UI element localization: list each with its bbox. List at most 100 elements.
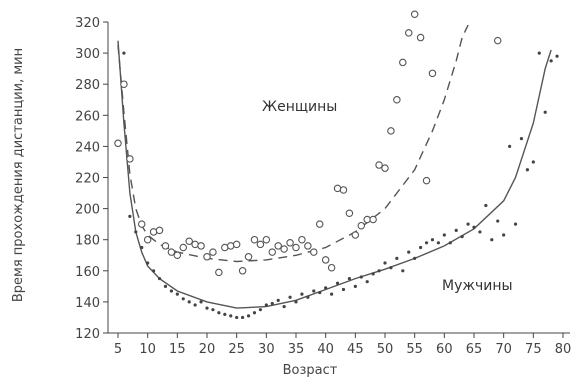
women-data-point <box>244 253 253 261</box>
men-data-point <box>217 311 221 315</box>
men-data-point <box>419 245 423 250</box>
men-data-point <box>193 303 197 307</box>
y-tick-label: 160 <box>75 265 100 280</box>
women-trend-curve <box>117 24 469 263</box>
women-data-point <box>292 243 300 252</box>
men-data-point <box>502 233 506 237</box>
men-data-point <box>335 281 340 285</box>
women-data-point <box>137 220 146 228</box>
y-tick-label: 200 <box>75 203 100 218</box>
men-data-point <box>140 245 144 250</box>
men-data-point <box>152 269 156 273</box>
women-data-point <box>126 155 134 163</box>
men-data-point <box>264 303 268 307</box>
x-tick-label: 35 <box>288 342 305 357</box>
women-data-point <box>321 256 330 264</box>
x-tick-label: 50 <box>377 342 394 357</box>
y-axis-title: Время прохождения дистанции, мин <box>11 48 26 302</box>
men-data-point <box>448 241 452 245</box>
women-data-point <box>232 240 241 249</box>
men-data-point <box>341 287 346 292</box>
women-data-point <box>422 176 431 185</box>
men-data-point <box>484 203 488 208</box>
men-data-point <box>312 289 316 293</box>
women-data-point <box>310 248 318 256</box>
men-data-point <box>555 54 559 58</box>
series-label-women: Женщины <box>262 99 337 115</box>
men-data-point <box>472 225 476 229</box>
series-label-men: Мужчины <box>442 278 513 294</box>
x-tick-label: 45 <box>347 342 364 357</box>
women-data-point <box>416 33 425 42</box>
y-ticks: 120 140 160 180 200 220 240 260 280 300 320 <box>75 16 108 342</box>
women-data-point <box>191 240 199 249</box>
men-data-point <box>169 289 173 293</box>
x-tick-label: 60 <box>436 342 453 357</box>
y-tick-label: 140 <box>75 296 100 311</box>
women-data-point <box>120 80 128 88</box>
y-tick-label: 300 <box>75 47 100 62</box>
men-data-point <box>513 222 518 226</box>
men-data-point <box>134 230 138 234</box>
women-data-point <box>143 235 152 244</box>
men-data-point <box>181 297 185 301</box>
y-tick-label: 280 <box>75 78 100 93</box>
men-data-point <box>223 312 227 316</box>
men-data-point <box>324 286 328 290</box>
women-data-point <box>315 220 324 228</box>
women-data-point <box>185 237 193 246</box>
women-data-point <box>221 243 229 252</box>
men-data-point <box>430 238 435 242</box>
men-data-point <box>199 300 203 304</box>
women-data-point <box>256 240 265 249</box>
women-data-point <box>280 245 288 253</box>
women-data-point <box>381 164 389 172</box>
men-data-point <box>146 261 150 265</box>
men-data-point <box>276 298 280 302</box>
women-data-point <box>149 228 158 236</box>
men-data-point <box>294 300 298 304</box>
x-tick-label: 15 <box>169 342 186 357</box>
men-data-point <box>531 160 535 164</box>
men-data-point <box>353 284 357 288</box>
x-tick-label: 5 <box>114 342 122 357</box>
women-data-point <box>215 268 223 277</box>
y-tick-label: 320 <box>75 16 100 31</box>
women-data-point <box>286 239 294 247</box>
men-data-point <box>229 314 233 318</box>
women-data-point <box>226 242 235 250</box>
x-tick-label: 20 <box>199 342 216 357</box>
women-data-point <box>209 248 217 256</box>
data-points <box>114 10 559 320</box>
women-data-point <box>339 186 348 194</box>
men-data-point <box>543 110 547 114</box>
women-data-point <box>404 29 413 37</box>
men-data-point <box>241 315 245 320</box>
men-data-point <box>282 304 286 309</box>
women-data-point <box>155 226 164 235</box>
women-data-point <box>410 10 419 18</box>
x-tick-label: 80 <box>555 342 572 357</box>
men-data-point <box>424 241 429 245</box>
women-data-point <box>203 253 211 261</box>
women-data-point <box>387 127 395 135</box>
y-tick-label: 220 <box>75 172 100 187</box>
x-tick-label: 40 <box>317 342 334 357</box>
men-data-point <box>300 292 304 296</box>
men-data-point <box>318 290 322 295</box>
women-data-point <box>197 242 205 250</box>
women-data-point <box>173 251 182 260</box>
men-data-point <box>187 300 191 304</box>
men-data-point <box>496 219 500 223</box>
men-data-point <box>525 168 530 172</box>
men-data-point <box>288 295 292 299</box>
men-data-point <box>371 272 375 276</box>
women-data-point <box>375 161 383 169</box>
men-data-point <box>306 295 310 299</box>
women-data-point <box>428 69 437 78</box>
men-data-point <box>330 292 334 296</box>
women-data-point <box>179 243 188 252</box>
women-data-point <box>274 242 282 250</box>
women-data-point <box>357 221 366 230</box>
